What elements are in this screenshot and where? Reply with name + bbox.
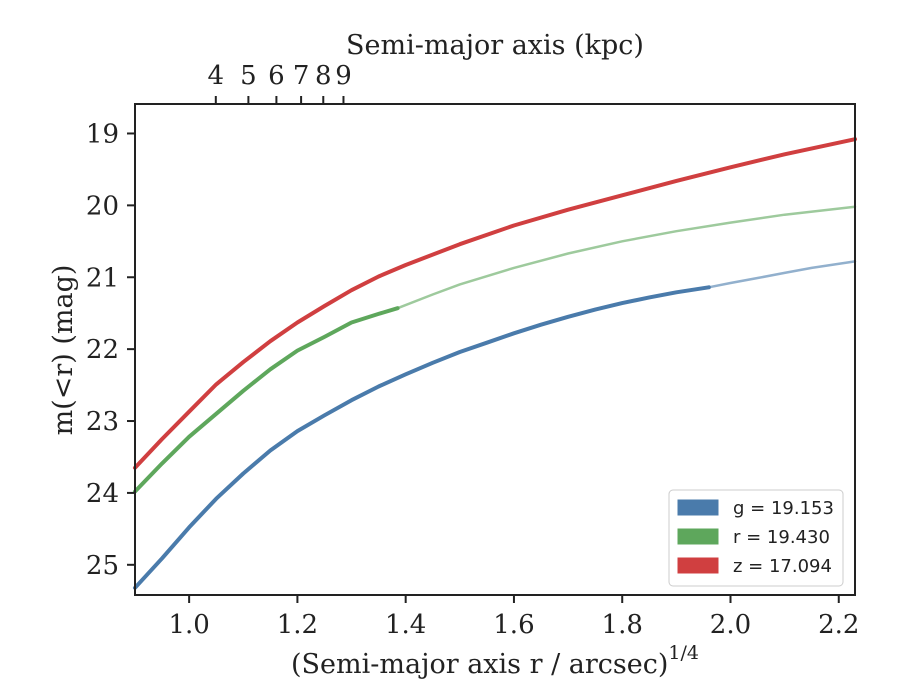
- series-line-extension-2: [133, 137, 857, 470]
- plot-layer: [133, 137, 857, 590]
- top-tick-label: 6: [268, 61, 285, 91]
- top-tick-label: 4: [208, 61, 225, 91]
- y-tick-label: 22: [86, 335, 119, 365]
- series-line-0: [133, 285, 711, 590]
- top-tick-label: 9: [335, 61, 352, 91]
- legend-swatch: [677, 557, 719, 574]
- axes-layer: 1.0 1.2 1.4 1.6 1.8 2.0 2.2 19 20 21 22 23 24 25 4 5 6 7 8…: [48, 30, 859, 680]
- x-tick-label: 1.2: [277, 610, 318, 640]
- legend-label: z = 17.094: [733, 556, 832, 577]
- top-axis-title: Semi-major axis (kpc): [346, 30, 644, 61]
- top-tick-label: 7: [293, 61, 310, 91]
- y-tick-label: 20: [86, 191, 119, 221]
- legend-swatch: [677, 528, 719, 545]
- y-tick-label: 19: [86, 119, 119, 149]
- top-tick-label: 5: [240, 61, 257, 91]
- y-axis-title: m(<r) (mag): [48, 265, 79, 436]
- legend-label: g = 19.153: [733, 498, 834, 519]
- y-tick-label: 23: [86, 407, 119, 437]
- x-tick-label: 1.4: [385, 610, 426, 640]
- y-tick-label: 21: [86, 263, 119, 293]
- top-tick-label: 8: [315, 61, 332, 91]
- legend-swatch: [677, 499, 719, 516]
- x-tick-label: 2.0: [710, 610, 751, 640]
- legend-label: r = 19.430: [733, 527, 830, 548]
- x-tick-label: 1.0: [168, 610, 209, 640]
- x-axis-title-superscript: 1/4: [668, 642, 699, 664]
- x-axis-title-text: (Semi-major axis r / arcsec): [291, 649, 668, 680]
- x-tick-label: 1.6: [493, 610, 534, 640]
- x-tick-label: 1.8: [602, 610, 643, 640]
- series-line-1: [133, 306, 400, 494]
- x-axis-title: (Semi-major axis r / arcsec)1/4: [291, 642, 699, 680]
- x-tick-label: 2.2: [818, 610, 859, 640]
- legend: g = 19.153 r = 19.430 z = 17.094: [668, 489, 844, 587]
- y-tick-label: 25: [86, 551, 119, 581]
- series-line-extension-1: [133, 205, 857, 493]
- series-line-2: [133, 137, 857, 470]
- y-tick-label: 24: [86, 479, 119, 509]
